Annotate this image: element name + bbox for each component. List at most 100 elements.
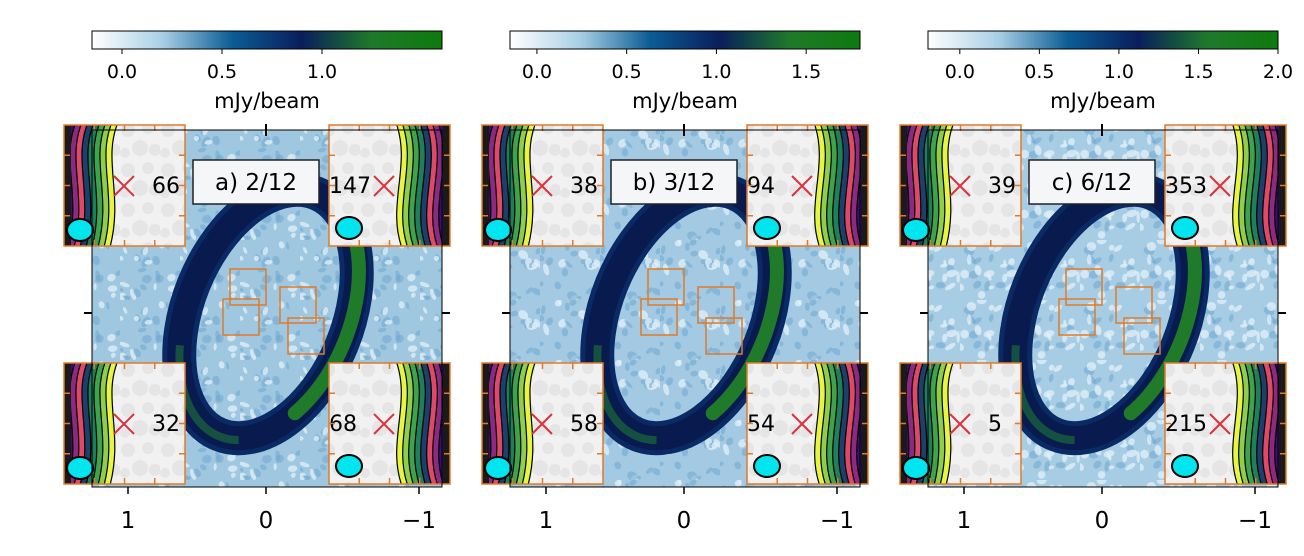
inset-value: 32 <box>152 412 180 437</box>
inset-value: 215 <box>1165 412 1207 437</box>
x-tick-label: −1 <box>1238 508 1272 534</box>
region-box <box>705 317 743 355</box>
marker-x <box>1209 413 1231 435</box>
colorbar-tick-label: 2.0 <box>1263 61 1293 83</box>
beam-ellipse <box>66 218 94 242</box>
x-tick-label: 0 <box>677 508 692 534</box>
region-box <box>1123 317 1161 355</box>
beam-ellipse <box>1171 454 1199 478</box>
beam-ellipse <box>1171 216 1199 240</box>
colorbar-tick-label: 1.0 <box>307 61 337 83</box>
inset-value: 39 <box>988 174 1016 199</box>
region-box <box>647 268 685 306</box>
inset-bottom-left: 32 <box>63 362 186 485</box>
panel-label-box <box>192 159 320 205</box>
region-box <box>279 286 317 324</box>
marker-x <box>949 413 971 435</box>
inset-bottom-right: 68 <box>328 362 451 485</box>
inset-value: 54 <box>747 412 775 437</box>
inset-bottom-left: 5 <box>899 362 1022 485</box>
inset-value: 5 <box>988 412 1002 437</box>
colorbar-tick-label: 1.5 <box>791 61 821 83</box>
marker-x <box>373 413 395 435</box>
x-tick-label: 1 <box>121 508 136 534</box>
x-tick-label: 1 <box>957 508 972 534</box>
inset-bottom-left: 58 <box>481 362 604 485</box>
marker-x <box>373 175 395 197</box>
beam-ellipse <box>484 456 512 480</box>
beam-ellipse <box>335 454 363 478</box>
colorbar-tick-label: 0.5 <box>207 61 237 83</box>
inset-value: 66 <box>152 174 180 199</box>
inset-bottom-right: 215 <box>1164 362 1287 485</box>
inset-top-left: 38 <box>481 124 604 247</box>
marker-x <box>791 413 813 435</box>
marker-x <box>949 175 971 197</box>
colorbar-tick-label: 0.0 <box>107 61 137 83</box>
beam-ellipse <box>484 218 512 242</box>
region-box <box>1115 286 1153 324</box>
inset-value: 68 <box>329 412 357 437</box>
colorbar-tick-label: 1.5 <box>1183 61 1213 83</box>
x-tick-label: −1 <box>820 508 854 534</box>
beam-ellipse <box>902 218 930 242</box>
panel-label-box <box>610 159 738 205</box>
inset-top-right: 94 <box>746 124 869 247</box>
colorbar-tick-label: 1.0 <box>701 61 731 83</box>
colorbar-label: mJy/beam <box>632 89 738 113</box>
inset-top-right: 353 <box>1164 124 1287 247</box>
inset-value: 38 <box>570 174 598 199</box>
panel-label: a) 2/12 <box>215 170 297 196</box>
beam-ellipse <box>753 216 781 240</box>
colorbar-tick-label: 0.5 <box>612 61 642 83</box>
marker-x <box>531 175 553 197</box>
panel-label-box <box>1028 159 1156 205</box>
marker-x <box>113 175 135 197</box>
beam-ellipse <box>335 216 363 240</box>
beam-ellipse <box>753 454 781 478</box>
panel-3: 0.0 0.5 1.0 1.5 2.0 mJy/beam 1 0 −1 c) 6/12 39 353 5… <box>899 30 1293 534</box>
map-frame <box>927 129 1279 488</box>
x-tick-label: 0 <box>259 508 274 534</box>
inset-top-left: 39 <box>899 124 1022 247</box>
colorbar <box>91 30 443 50</box>
panel-1: 0.0 0.5 1.0 mJy/beam 1 0 −1 a) 2/12 66 147 32 68 <box>63 30 451 534</box>
region-box <box>1058 298 1096 336</box>
colorbar-tick-label: 0.5 <box>1024 61 1054 83</box>
marker-x <box>531 413 553 435</box>
colorbar-label: mJy/beam <box>1050 89 1156 113</box>
inset-value: 94 <box>747 174 775 199</box>
region-box <box>287 317 325 355</box>
marker-x <box>791 175 813 197</box>
region-box <box>222 298 260 336</box>
colorbar-tick-label: 0.0 <box>945 61 975 83</box>
map-frame <box>509 129 861 488</box>
beam-ellipse <box>66 456 94 480</box>
inset-bottom-right: 54 <box>746 362 869 485</box>
inset-top-right: 147 <box>328 124 451 247</box>
map-frame <box>91 129 443 488</box>
inset-value: 147 <box>329 174 371 199</box>
inset-top-left: 66 <box>63 124 186 247</box>
panel-2: 0.0 0.5 1.0 1.5 mJy/beam 1 0 −1 b) 3/12 38 94 58 54 <box>481 30 869 534</box>
panel-label: c) 6/12 <box>1052 170 1133 196</box>
x-tick-label: 0 <box>1095 508 1110 534</box>
colorbar <box>927 30 1279 50</box>
marker-x <box>1209 175 1231 197</box>
region-box <box>697 286 735 324</box>
inset-value: 353 <box>1165 174 1207 199</box>
x-tick-label: 1 <box>539 508 554 534</box>
x-tick-label: −1 <box>402 508 436 534</box>
colorbar <box>509 30 861 50</box>
inset-value: 58 <box>570 412 598 437</box>
region-box <box>229 268 267 306</box>
panel-label: b) 3/12 <box>633 170 716 196</box>
beam-ellipse <box>902 456 930 480</box>
region-box <box>1065 268 1103 306</box>
colorbar-tick-label: 0.0 <box>522 61 552 83</box>
colorbar-tick-label: 1.0 <box>1104 61 1134 83</box>
region-box <box>640 298 678 336</box>
marker-x <box>113 413 135 435</box>
colorbar-label: mJy/beam <box>214 89 320 113</box>
